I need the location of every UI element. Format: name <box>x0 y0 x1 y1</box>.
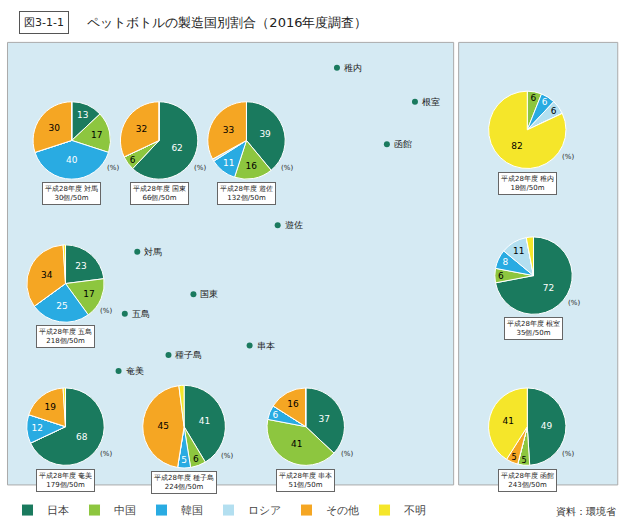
svg-text:11: 11 <box>513 246 524 256</box>
svg-text:(%): (%) <box>568 299 580 307</box>
svg-text:62: 62 <box>171 143 182 153</box>
svg-text:13: 13 <box>77 110 88 120</box>
svg-text:5: 5 <box>522 455 527 465</box>
svg-text:6: 6 <box>498 271 504 281</box>
svg-text:(%): (%) <box>562 450 574 458</box>
svg-text:39: 39 <box>259 129 271 139</box>
svg-text:6: 6 <box>193 454 199 464</box>
svg-text:平成28年度 奄美179個/50m: 平成28年度 奄美179個/50m <box>39 472 92 489</box>
svg-text:(%): (%) <box>562 153 574 161</box>
svg-text:韓国: 韓国 <box>181 504 203 517</box>
svg-text:6: 6 <box>130 155 136 165</box>
svg-text:25: 25 <box>56 301 67 311</box>
svg-text:平成28年度 稚内18個/50m: 平成28年度 稚内18個/50m <box>501 175 554 192</box>
svg-text:37: 37 <box>319 414 330 424</box>
svg-text:17: 17 <box>91 130 102 140</box>
svg-text:中国: 中国 <box>114 504 136 517</box>
svg-text:32: 32 <box>136 124 147 134</box>
svg-text:遊佐: 遊佐 <box>285 220 303 230</box>
svg-text:41: 41 <box>199 416 210 426</box>
svg-text:ロシア: ロシア <box>248 504 281 517</box>
svg-text:6: 6 <box>551 106 557 116</box>
svg-text:17: 17 <box>83 289 94 299</box>
svg-text:平成28年度 国東66個/50m: 平成28年度 国東66個/50m <box>133 185 186 202</box>
svg-text:6: 6 <box>530 93 536 103</box>
svg-text:41: 41 <box>503 416 514 426</box>
svg-text:平成28年度 函館243個/50m: 平成28年度 函館243個/50m <box>501 472 554 489</box>
svg-text:(%): (%) <box>100 307 112 315</box>
svg-text:平成28年度 五島218個/50m: 平成28年度 五島218個/50m <box>39 328 92 345</box>
svg-text:五島: 五島 <box>132 309 150 319</box>
svg-text:国東: 国東 <box>200 289 218 299</box>
svg-text:図3-1-1: 図3-1-1 <box>24 16 64 29</box>
svg-text:40: 40 <box>66 155 78 165</box>
svg-text:不明: 不明 <box>404 504 426 517</box>
svg-text:(%): (%) <box>107 164 119 172</box>
svg-text:(%): (%) <box>100 450 112 458</box>
svg-text:19: 19 <box>44 402 56 412</box>
svg-text:82: 82 <box>511 141 522 151</box>
svg-text:(%): (%) <box>194 164 206 172</box>
svg-text:72: 72 <box>543 283 554 293</box>
svg-text:奄美: 奄美 <box>126 366 144 376</box>
svg-text:34: 34 <box>41 270 53 280</box>
svg-text:平成28年度 串本51個/50m: 平成28年度 串本51個/50m <box>279 472 332 489</box>
svg-text:6: 6 <box>542 97 548 107</box>
svg-text:8: 8 <box>502 257 508 267</box>
svg-text:平成28年度 遊佐132個/50m: 平成28年度 遊佐132個/50m <box>220 185 273 202</box>
svg-text:(%): (%) <box>341 450 353 458</box>
svg-text:16: 16 <box>246 161 258 171</box>
svg-text:12: 12 <box>32 423 43 433</box>
svg-text:種子島: 種子島 <box>175 350 202 360</box>
svg-text:30: 30 <box>49 123 61 133</box>
svg-text:33: 33 <box>223 125 234 135</box>
svg-text:23: 23 <box>75 261 86 271</box>
svg-text:16: 16 <box>287 399 299 409</box>
svg-text:日本: 日本 <box>47 504 69 517</box>
svg-text:(%): (%) <box>281 164 293 172</box>
svg-text:5: 5 <box>511 452 516 462</box>
svg-text:稚内: 稚内 <box>344 63 362 73</box>
svg-text:ペットボトルの製造国別割合（2016年度調査）: ペットボトルの製造国別割合（2016年度調査） <box>87 15 367 30</box>
svg-text:平成28年度 根室35個/50m: 平成28年度 根室35個/50m <box>507 320 560 337</box>
svg-text:68: 68 <box>76 432 88 442</box>
svg-text:対馬: 対馬 <box>144 247 162 257</box>
svg-text:45: 45 <box>158 421 169 431</box>
svg-text:平成28年度 対馬30個/50m: 平成28年度 対馬30個/50m <box>45 185 98 202</box>
svg-text:6: 6 <box>272 410 278 420</box>
svg-text:11: 11 <box>223 158 234 168</box>
svg-text:資料：環境省: 資料：環境省 <box>556 506 616 517</box>
svg-text:その他: その他 <box>326 504 359 517</box>
svg-text:串本: 串本 <box>257 341 275 351</box>
svg-text:5: 5 <box>181 455 187 465</box>
svg-text:41: 41 <box>291 439 302 449</box>
svg-text:函館: 函館 <box>394 139 412 149</box>
svg-text:平成28年度 種子島224個/50m: 平成28年度 種子島224個/50m <box>154 474 214 491</box>
svg-text:根室: 根室 <box>422 97 440 107</box>
svg-text:49: 49 <box>541 421 553 431</box>
svg-text:(%): (%) <box>221 452 233 460</box>
